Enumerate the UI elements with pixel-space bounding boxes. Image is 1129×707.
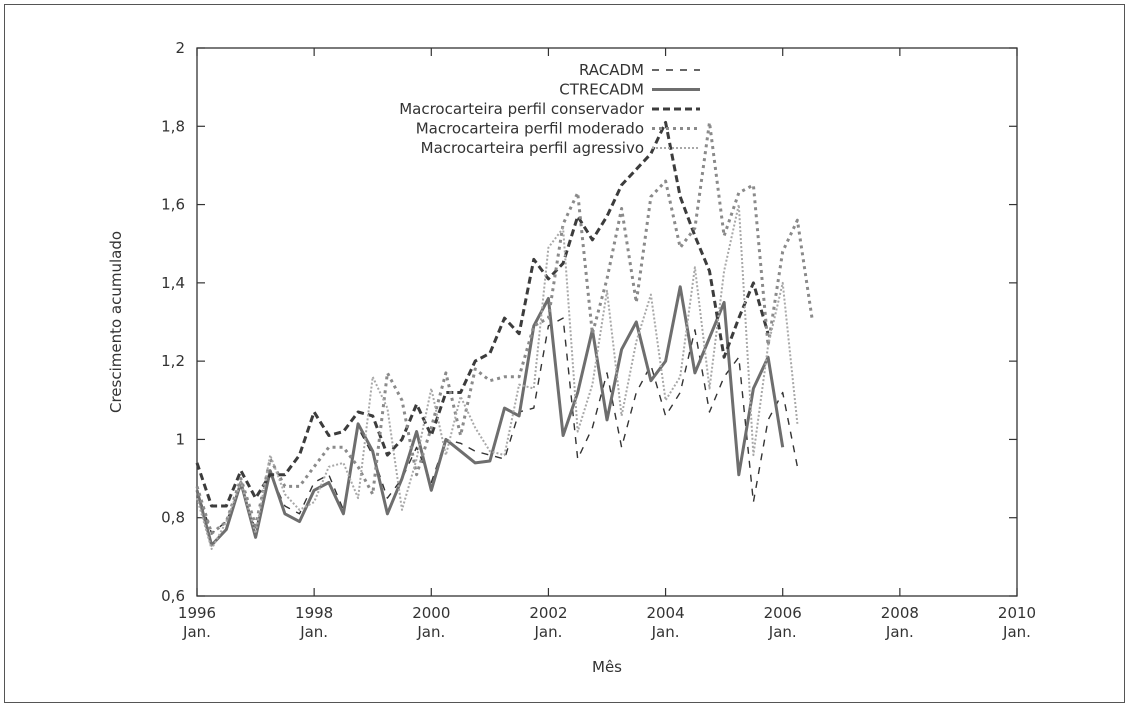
- x-tick-sublabel: Jan.: [1002, 623, 1031, 641]
- x-tick-sublabel: Jan.: [299, 623, 328, 641]
- y-axis-label: Crescimento acumulado: [107, 231, 125, 413]
- legend-entry-label: Macrocarteira perfil agressivo: [421, 139, 644, 157]
- axis-ticks: 0,60,811,21,41,61,821996Jan.1998Jan.2000…: [161, 39, 1036, 641]
- y-tick-label: 1,8: [161, 117, 185, 135]
- x-tick-sublabel: Jan.: [416, 623, 445, 641]
- series-line-2: [195, 285, 785, 547]
- x-tick-label: 2010: [998, 604, 1036, 622]
- y-tick-label: 0,6: [161, 587, 185, 605]
- plot-area-frame: [196, 47, 1018, 597]
- y-tick-label: 1,6: [161, 196, 185, 214]
- x-tick-label: 1996: [178, 604, 216, 622]
- x-tick-sublabel: Jan.: [651, 623, 680, 641]
- x-tick-sublabel: Jan.: [768, 623, 797, 641]
- x-tick-sublabel: Jan.: [182, 623, 211, 641]
- legend-entry-label: CTRECADM: [559, 81, 644, 99]
- x-tick-label: 2004: [646, 604, 684, 622]
- x-tick-label: 1998: [295, 604, 333, 622]
- series-lines: [195, 120, 814, 550]
- figure-frame: [4, 4, 1125, 703]
- x-tick-label: 2008: [881, 604, 919, 622]
- x-tick-label: 2006: [764, 604, 802, 622]
- series-line-3: [195, 120, 770, 508]
- series-line-1: [196, 317, 799, 535]
- y-tick-label: 2: [175, 39, 185, 57]
- series-line-4: [195, 120, 814, 535]
- legend-entry-label: RACADM: [579, 61, 644, 79]
- legend-entry-label: Macrocarteira perfil conservador: [399, 100, 645, 118]
- y-tick-label: 1,4: [161, 274, 185, 292]
- y-tick-label: 1,2: [161, 352, 185, 370]
- y-tick-label: 1: [175, 430, 185, 448]
- legend-entry-label: Macrocarteira perfil moderado: [416, 120, 644, 138]
- x-tick-label: 2000: [412, 604, 450, 622]
- y-tick-label: 0,8: [161, 509, 185, 527]
- x-axis-label: Mês: [592, 658, 622, 676]
- x-tick-sublabel: Jan.: [885, 623, 914, 641]
- series-line-5: [196, 203, 799, 550]
- x-tick-label: 2002: [529, 604, 567, 622]
- x-tick-sublabel: Jan.: [533, 623, 562, 641]
